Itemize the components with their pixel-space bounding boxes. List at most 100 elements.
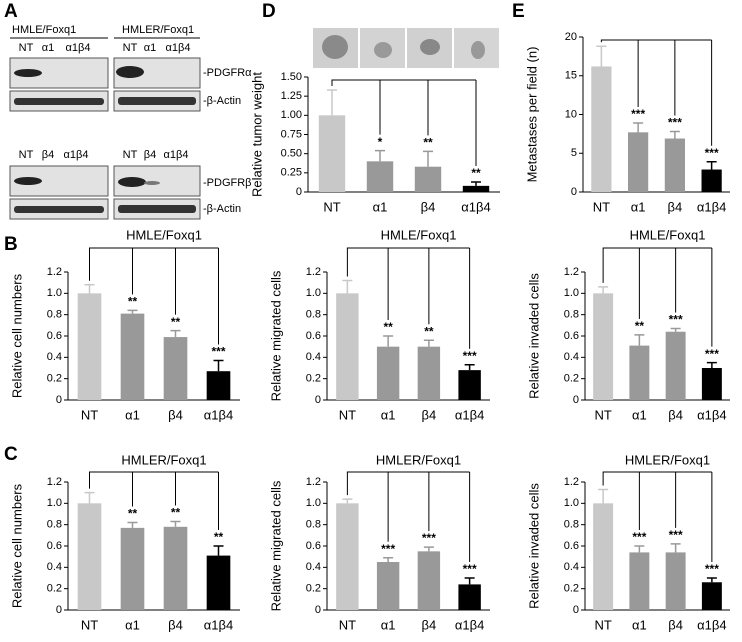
y-tick-label: 0.4	[306, 351, 321, 363]
blot-title: HMLE/Foxq1	[12, 24, 76, 36]
error-bar	[213, 545, 224, 556]
y-tick-label: 0.2	[306, 373, 321, 385]
x-tick-label: NT	[339, 407, 356, 422]
x-tick-label: α1	[631, 199, 646, 214]
y-axis-label: Relative migrated cells	[268, 480, 283, 611]
y-tick-label: 0.8	[564, 519, 579, 531]
comparison-bracket	[602, 471, 712, 486]
error-bar	[464, 364, 475, 371]
y-tick-label: 0.6	[564, 540, 579, 552]
bar	[417, 346, 441, 400]
bar	[77, 293, 102, 400]
y-axis-label: Metastases per field (n)	[524, 47, 539, 183]
comparison-bracket	[89, 247, 219, 281]
significance-label: **	[635, 319, 645, 333]
significance-label: ***	[631, 107, 645, 121]
chart-title: HMLER/Foxq1	[376, 452, 461, 467]
y-tick-label: 0	[571, 186, 577, 198]
significance-label: ***	[463, 562, 477, 576]
bar	[318, 115, 346, 192]
y-tick-label: 0.6	[306, 330, 321, 342]
y-tick-label: 1.2	[306, 266, 321, 278]
y-axis-label: Relative cell numbers	[9, 273, 24, 398]
y-tick-label: 0.4	[47, 561, 62, 573]
lane-label: NT	[123, 42, 138, 54]
comparison-bracket	[346, 471, 470, 496]
significance-label: ***	[381, 542, 395, 556]
bar	[629, 345, 650, 400]
x-tick-label: NT	[594, 617, 611, 632]
chart-title: HMLE/Foxq1	[381, 227, 457, 242]
significance-label: ***	[422, 531, 436, 545]
error-bar	[170, 520, 181, 527]
y-tick-label: 20	[565, 31, 577, 43]
error-bar	[598, 488, 609, 504]
error-bar	[423, 546, 434, 552]
lane-label: α1β4	[164, 149, 189, 161]
y-tick-label: 0.8	[306, 309, 321, 321]
band	[116, 66, 144, 78]
bar	[376, 346, 400, 400]
y-tick-label: 1.2	[564, 266, 579, 278]
band	[144, 181, 160, 185]
x-tick-label: β4	[168, 617, 183, 632]
y-axis-label: Relative migrated cells	[268, 270, 283, 401]
y-tick-label: 0.50	[281, 148, 302, 160]
y-tick-label: 0.8	[564, 309, 579, 321]
bar	[462, 185, 490, 192]
x-tick-label: α1	[373, 199, 388, 214]
bar	[163, 337, 188, 400]
x-tick-label: NT	[323, 199, 340, 214]
x-tick-label: α1β4	[455, 407, 484, 422]
y-tick-label: 1.2	[564, 476, 579, 488]
y-tick-label: 0.2	[47, 373, 62, 385]
bar	[163, 526, 188, 610]
y-tick-label: 0.75	[281, 128, 302, 140]
y-tick-label: 0.8	[306, 519, 321, 531]
y-tick-label: 0.4	[564, 351, 579, 363]
y-axis-label: Relative invaded cells	[526, 273, 541, 399]
x-tick-label: NT	[594, 407, 611, 422]
y-tick-label: 1.25	[281, 90, 302, 102]
x-tick-label: α1β4	[455, 617, 484, 632]
bar	[593, 293, 614, 400]
bar	[665, 552, 686, 610]
significance-label: **	[214, 530, 224, 544]
chart-title: HMLER/Foxq1	[121, 452, 206, 467]
x-tick-label: β4	[421, 199, 436, 214]
y-tick-label: 1.2	[306, 476, 321, 488]
y-tick-label: 0	[56, 604, 62, 616]
x-tick-label: α1	[381, 617, 396, 632]
error-bar	[213, 359, 224, 372]
error-bar	[598, 286, 609, 294]
y-tick-label: 1.2	[47, 476, 62, 488]
panel-label: B	[4, 234, 18, 255]
error-bar	[84, 284, 95, 294]
chart-title: HMLE/Foxq1	[630, 227, 706, 242]
bar	[593, 503, 614, 610]
lane-label: NT	[19, 149, 34, 161]
bar	[120, 313, 145, 400]
y-tick-label: 10	[565, 108, 577, 120]
error-bar	[670, 543, 681, 553]
bar	[376, 562, 400, 610]
error-bar	[634, 545, 645, 553]
y-tick-label: 1.0	[306, 497, 321, 509]
error-bar	[127, 309, 138, 314]
y-tick-label: 0.6	[47, 540, 62, 552]
significance-label: **	[471, 166, 481, 180]
error-bar	[633, 122, 644, 133]
x-tick-label: α1β4	[204, 617, 233, 632]
y-tick-label: 0	[296, 186, 302, 198]
significance-label: ***	[705, 347, 719, 361]
tumor-images	[313, 28, 499, 68]
bar	[366, 161, 394, 192]
y-tick-label: 0.6	[47, 330, 62, 342]
lane-label: NT	[19, 42, 34, 54]
blot-label: -β-Actin	[203, 95, 241, 107]
panel-label: E	[512, 1, 525, 22]
tumor	[420, 39, 440, 55]
x-tick-label: α1β4	[697, 617, 726, 632]
bar	[701, 582, 722, 610]
band	[118, 177, 146, 187]
